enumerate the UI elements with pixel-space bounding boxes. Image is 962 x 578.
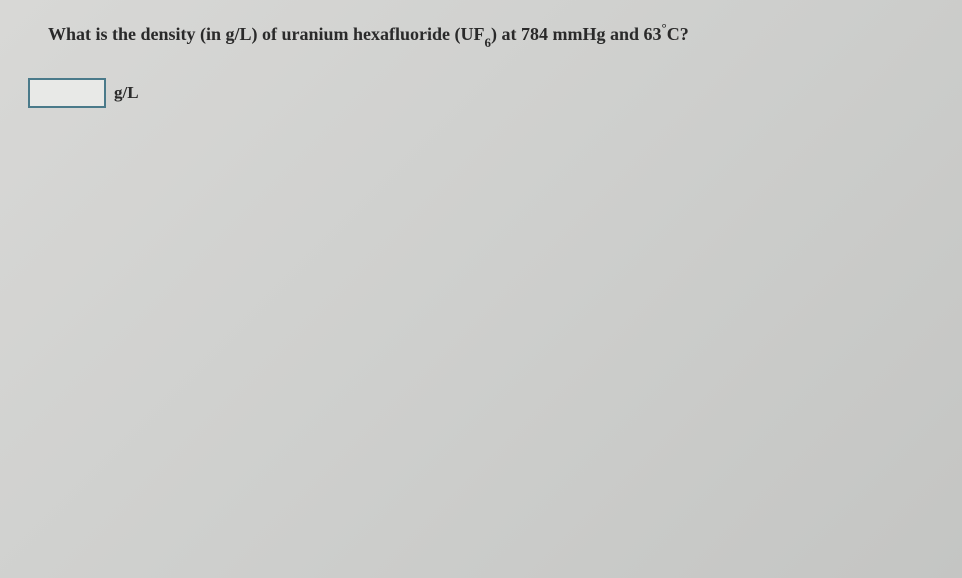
question-middle: ) at 784 mmHg and 63: [491, 24, 662, 44]
unit-label: g/L: [114, 83, 139, 103]
degree-symbol: °: [662, 20, 667, 35]
question-text: What is the density (in g/L) of uranium …: [48, 20, 914, 50]
answer-row: g/L: [28, 78, 914, 108]
question-prefix: What is the density (in g/L) of uranium …: [48, 24, 485, 44]
density-input[interactable]: [28, 78, 106, 108]
question-suffix: C?: [667, 24, 689, 44]
formula-subscript: 6: [485, 35, 491, 50]
